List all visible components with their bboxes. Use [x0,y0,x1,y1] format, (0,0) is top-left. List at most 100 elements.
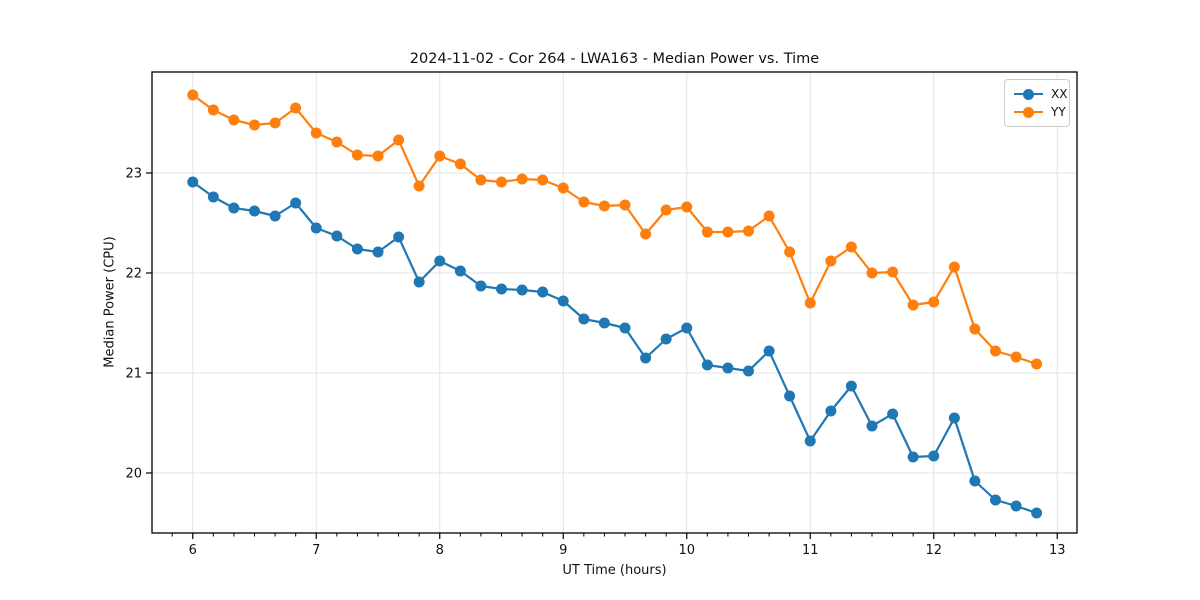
data-point-yy [928,296,940,308]
y-tick-label: 21 [125,367,142,382]
data-point-yy [640,228,652,240]
data-point-yy [207,104,219,116]
data-point-yy [413,180,425,192]
data-point-xx [681,322,693,334]
data-point-xx [454,265,466,277]
data-point-xx [351,243,363,255]
data-point-yy [598,200,610,212]
data-point-xx [557,295,569,307]
data-point-yy [804,297,816,309]
data-point-yy [845,241,857,253]
data-point-yy [969,323,981,335]
data-point-yy [269,117,281,129]
data-point-yy [578,196,590,208]
data-point-yy [249,119,261,131]
data-point-xx [866,420,878,432]
data-point-yy [310,127,322,139]
y-tick-label: 23 [125,167,142,182]
data-point-xx [598,317,610,329]
data-point-yy [681,201,693,213]
data-point-yy [948,261,960,273]
x-tick-label: 12 [925,543,942,558]
data-point-yy [619,199,631,211]
data-point-yy [351,149,363,161]
data-point-yy [516,173,528,185]
data-point-xx [825,405,837,417]
x-tick-label: 10 [678,543,695,558]
x-tick-label: 11 [802,543,819,558]
data-point-yy [887,266,899,278]
data-point-xx [537,286,549,298]
data-point-xx [1010,500,1022,512]
data-point-xx [516,284,528,296]
data-point-xx [804,435,816,447]
x-tick-label: 8 [436,543,444,558]
legend-label-xx: XX [1051,87,1068,101]
data-point-xx [310,222,322,234]
data-point-yy [228,114,240,126]
data-point-yy [454,158,466,170]
data-point-xx [845,380,857,392]
data-point-xx [742,365,754,377]
legend-item-yy: YY [1014,103,1066,121]
data-point-xx [434,255,446,267]
data-point-xx [249,205,261,217]
data-point-xx [887,408,899,420]
data-point-yy [907,299,919,311]
data-point-xx [475,280,487,292]
legend-line-marker-sample-yy [1014,106,1043,118]
legend: XX YY [1004,79,1070,127]
x-axis-label: UT Time (hours) [562,563,667,578]
data-point-xx [578,313,590,325]
data-point-yy [557,182,569,194]
y-tick-label: 20 [125,467,142,482]
data-point-xx [619,322,631,334]
data-point-xx [763,345,775,357]
data-point-yy [372,150,384,162]
x-tick-label: 7 [312,543,320,558]
data-point-xx [969,475,981,487]
data-point-yy [290,102,302,114]
data-point-xx [784,390,796,402]
data-point-xx [989,494,1001,506]
data-point-xx [331,230,343,242]
legend-line-marker-sample-xx [1014,88,1043,100]
data-point-xx [928,450,940,462]
data-point-yy [495,176,507,188]
data-point-yy [784,246,796,258]
data-point-xx [701,359,713,371]
data-point-yy [660,204,672,216]
data-point-xx [640,352,652,364]
data-point-xx [413,276,425,288]
axes-spines [151,71,1078,534]
legend-label-yy: YY [1051,105,1066,119]
data-point-yy [989,345,1001,357]
data-point-xx [1031,507,1043,519]
data-point-yy [701,226,713,238]
data-point-yy [331,136,343,148]
data-point-yy [393,134,405,146]
chart-title: 2024-11-02 - Cor 264 - LWA163 - Median P… [409,51,820,67]
data-point-yy [825,255,837,267]
data-point-xx [187,176,199,188]
data-point-yy [187,89,199,101]
data-point-xx [907,451,919,463]
data-point-xx [207,191,219,203]
legend-item-xx: XX [1014,85,1067,103]
data-point-xx [722,362,734,374]
data-point-xx [372,246,384,258]
data-point-yy [1010,351,1022,363]
data-point-xx [290,197,302,209]
data-point-yy [1031,358,1043,370]
data-point-yy [763,210,775,222]
data-point-yy [742,225,754,237]
data-point-xx [269,210,281,222]
data-point-xx [393,231,405,243]
data-point-yy [434,150,446,162]
data-point-xx [228,202,240,214]
data-point-yy [537,174,549,186]
x-tick-label: 9 [559,543,567,558]
data-point-yy [722,226,734,238]
